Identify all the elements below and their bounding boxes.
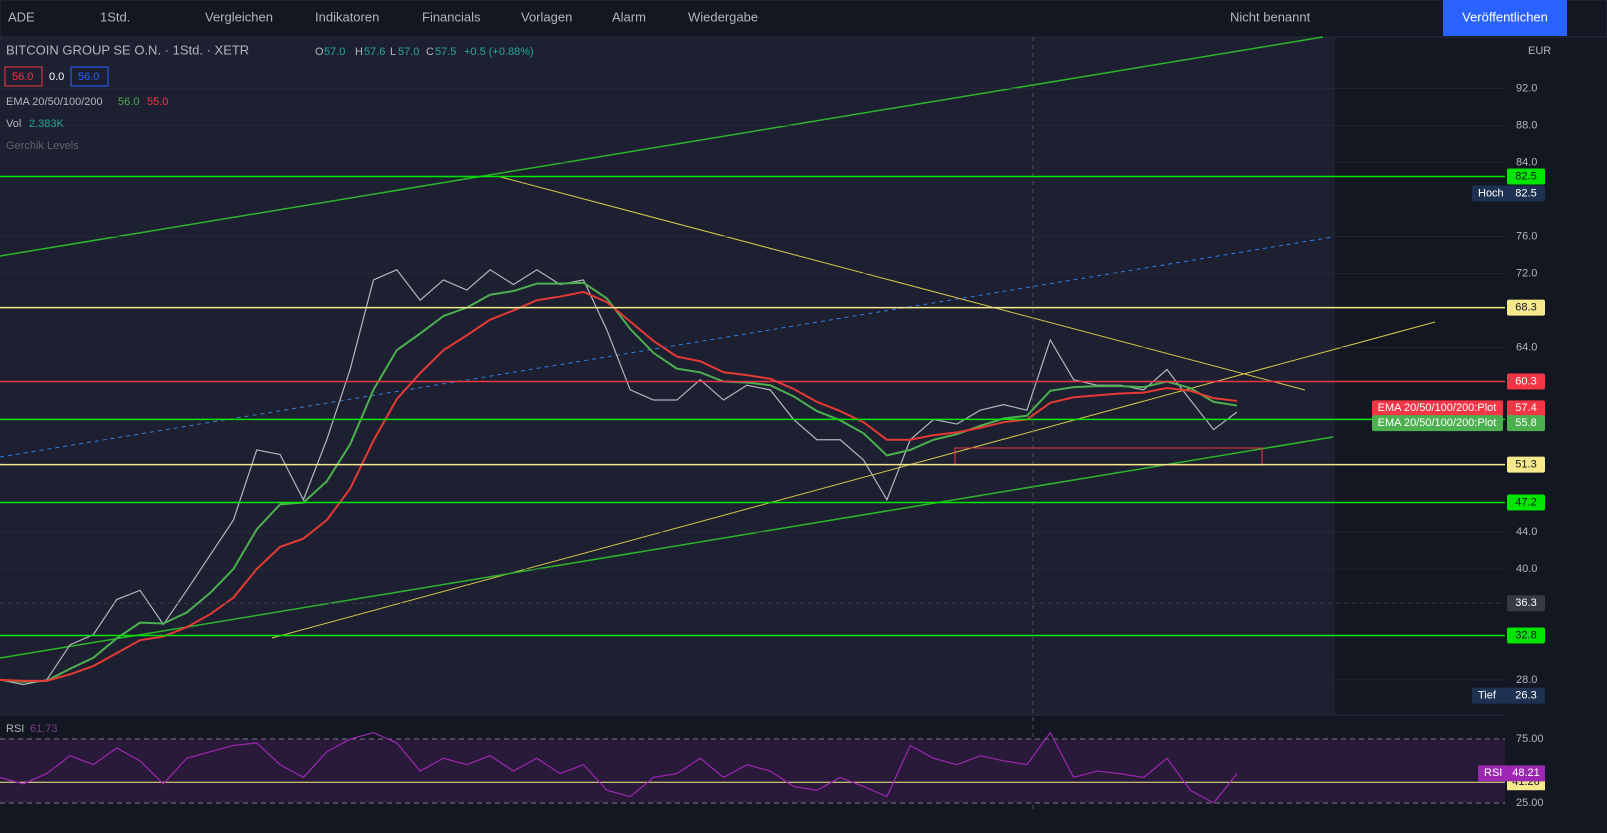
ohlc-key: L	[390, 46, 396, 58]
y-tick-label: 64.0	[1516, 341, 1537, 353]
rsi-tick-label: 75.00	[1516, 733, 1544, 745]
extreme-value: 26.3	[1515, 690, 1536, 702]
ema-tag	[1372, 400, 1503, 417]
ohlc-key: O	[315, 46, 324, 58]
trendline	[271, 321, 1436, 639]
price-tag	[1507, 168, 1545, 185]
publish-button[interactable]	[1443, 0, 1567, 36]
ema-tag	[1372, 415, 1503, 432]
y-tick-label: 72.0	[1516, 267, 1537, 279]
range-highlight	[0, 37, 1335, 715]
drawings	[0, 36, 1505, 812]
y-tick-label: 28.0	[1516, 674, 1537, 686]
change: +0.5 (+0.88%)	[464, 46, 534, 58]
extreme-name: Hoch	[1478, 187, 1504, 199]
extreme-name: Tief	[1478, 690, 1497, 702]
extreme-tag	[1472, 185, 1545, 202]
price-tag	[1507, 373, 1545, 390]
publish-label[interactable]: Veröffentlichen	[1462, 9, 1548, 24]
ohlc: 57.5	[435, 46, 456, 58]
y-tick-label: 44.0	[1516, 526, 1537, 538]
price-tag	[1507, 456, 1545, 473]
rsi-tag	[1478, 765, 1545, 782]
rsi-tag-value: 48.21	[1512, 767, 1540, 779]
y-tick-label: 88.0	[1516, 120, 1537, 132]
ohlc: 57.6	[364, 46, 385, 58]
price-tag-label: 60.3	[1515, 375, 1536, 387]
trendline	[0, 36, 1324, 257]
price-tag	[1507, 595, 1545, 612]
price-line	[0, 281, 1238, 683]
ema-name: EMA 20/50/100/200	[6, 96, 103, 108]
vol-value: 2.383K	[29, 118, 65, 130]
vol-name: Vol	[6, 118, 21, 130]
price-line	[0, 290, 1238, 682]
interval[interactable]: 1Std.	[100, 9, 130, 24]
gerchik: Gerchik Levels	[6, 140, 79, 152]
currency: EUR	[1528, 45, 1551, 57]
ema-tag-name: EMA 20/50/100/200:Plot	[1378, 402, 1497, 414]
price-tag	[1507, 494, 1545, 511]
price-tag-label: 51.3	[1515, 459, 1536, 471]
ema-value-tag	[1507, 415, 1545, 432]
financials[interactable]: Financials	[422, 9, 481, 24]
ema-value: 56.0	[118, 96, 139, 108]
rsi-band	[0, 739, 1505, 804]
rsi-tick-label: 25.00	[1516, 797, 1544, 809]
rsi-tag-name: RSI	[1484, 767, 1502, 779]
ema-value-label: 57.4	[1515, 402, 1536, 414]
templates[interactable]: Vorlagen	[521, 9, 572, 24]
y-tick-label: 84.0	[1516, 157, 1537, 169]
price-line	[0, 269, 1238, 686]
ohlc: 57.0	[324, 46, 345, 58]
toolbar	[0, 0, 1607, 38]
y-tick-label: 40.0	[1516, 563, 1537, 575]
price-tag-label: 32.8	[1515, 629, 1536, 641]
layout-name[interactable]: Nicht benannt	[1230, 9, 1311, 24]
bid: 56.0	[12, 71, 33, 83]
spread: 0.0	[49, 71, 64, 83]
indicators[interactable]: Indikatoren	[315, 9, 379, 24]
trendline	[0, 436, 1334, 659]
legend-symbol: BITCOIN GROUP SE O.N. · 1Std. · XETR	[6, 42, 249, 57]
ema-tag-name: EMA 20/50/100/200:Plot	[1378, 417, 1497, 429]
price-tag-label: 68.3	[1515, 302, 1536, 314]
trendline	[0, 236, 1334, 458]
ask: 56.0	[78, 71, 99, 83]
price-tag	[1507, 299, 1545, 316]
trendline	[496, 175, 1306, 391]
ask-box	[70, 66, 109, 87]
ema-value: 55.0	[147, 96, 168, 108]
replay[interactable]: Wiedergabe	[688, 9, 758, 24]
extreme-tag	[1472, 687, 1545, 704]
rsi-value: 61.73	[30, 723, 58, 735]
symbol[interactable]: ADE	[8, 9, 35, 24]
y-tick-label: 76.0	[1516, 230, 1537, 242]
rsi-name: RSI	[6, 723, 24, 735]
ohlc-key: H	[355, 46, 363, 58]
bid-box	[4, 66, 43, 87]
ohlc: 57.0	[398, 46, 419, 58]
ema-value-tag	[1507, 400, 1545, 417]
price-tag-label: 82.5	[1515, 170, 1536, 182]
alert[interactable]: Alarm	[612, 9, 646, 24]
y-tick-label: 92.0	[1516, 83, 1537, 95]
rsi-line	[0, 731, 1238, 804]
price-tag	[1507, 627, 1545, 644]
price-tag-label: 36.3	[1515, 597, 1536, 609]
compare[interactable]: Vergleichen	[205, 9, 273, 24]
ohlc-key: C	[426, 46, 434, 58]
price-tag-label: 47.2	[1515, 496, 1536, 508]
extreme-value: 82.5	[1515, 187, 1536, 199]
ema-value-label: 55.8	[1515, 417, 1536, 429]
